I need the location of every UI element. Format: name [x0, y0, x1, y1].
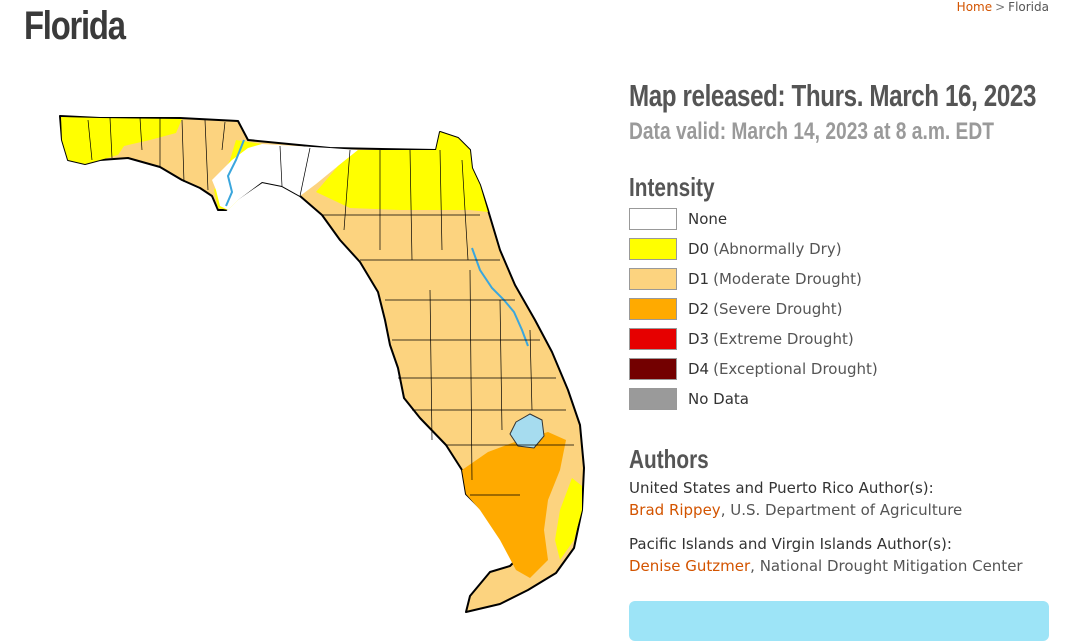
river-apalachicola	[225, 139, 245, 207]
author-affiliation: , National Drought Mitigation Center	[750, 557, 1023, 575]
legend-item-d2: D2 (Severe Drought)	[629, 294, 878, 324]
legend-code: No Data	[688, 390, 749, 408]
breadcrumb-current: Florida	[1008, 0, 1049, 14]
breadcrumb: Home > Florida	[957, 0, 1049, 14]
legend-item-d1: D1 (Moderate Drought)	[629, 264, 878, 294]
map-region-d2	[462, 432, 566, 578]
map-region-d0-southeast	[555, 478, 582, 560]
intensity-legend: None D0 (Abnormally Dry) D1 (Moderate Dr…	[629, 204, 878, 414]
legend-desc: (Moderate Drought)	[713, 270, 862, 288]
legend-swatch-no-data	[629, 388, 677, 410]
legend-code: D0	[688, 240, 710, 258]
info-callout-box[interactable]	[629, 601, 1049, 641]
legend-item-no-data: No Data	[629, 384, 878, 414]
legend-code: D4	[688, 360, 710, 378]
legend-swatch-d2	[629, 298, 677, 320]
page-title: Florida	[24, 4, 126, 48]
legend-item-none: None	[629, 204, 878, 234]
author-line: Brad Rippey, U.S. Department of Agricult…	[629, 498, 1023, 522]
legend-code: D1	[688, 270, 710, 288]
authors-heading: Authors	[629, 444, 709, 474]
intensity-heading: Intensity	[629, 172, 715, 202]
author-group-label: United States and Puerto Rico Author(s):	[629, 479, 934, 497]
legend-code: D2	[688, 300, 710, 318]
map-released-date: Map released: Thurs. March 16, 2023	[629, 78, 1037, 113]
legend-desc: (Exceptional Drought)	[713, 360, 878, 378]
breadcrumb-separator: >	[995, 0, 1006, 14]
legend-desc: (Abnormally Dry)	[713, 240, 842, 258]
map-region-none	[212, 144, 358, 210]
legend-swatch-d0	[629, 238, 677, 260]
author-link-brad-rippey[interactable]: Brad Rippey	[629, 501, 721, 519]
authors-list: United States and Puerto Rico Author(s):…	[629, 478, 1023, 590]
breadcrumb-home-link[interactable]: Home	[956, 0, 993, 14]
author-line: Denise Gutzmer, National Drought Mitigat…	[629, 554, 1023, 578]
florida-drought-map	[59, 115, 585, 613]
map-info-panel: Map released: Thurs. March 16, 2023 Data…	[629, 78, 1059, 575]
county-boundaries	[87, 117, 574, 496]
legend-desc: (Extreme Drought)	[713, 330, 854, 348]
legend-code: D3	[688, 330, 710, 348]
legend-code: None	[688, 210, 728, 228]
legend-item-d4: D4 (Exceptional Drought)	[629, 354, 878, 384]
lake-okeechobee	[509, 413, 545, 449]
author-affiliation: , U.S. Department of Agriculture	[720, 501, 963, 519]
legend-swatch-none	[629, 208, 677, 230]
legend-desc: (Severe Drought)	[713, 300, 843, 318]
legend-swatch-d3	[629, 328, 677, 350]
legend-swatch-d1	[629, 268, 677, 290]
map-region-d0-northeast	[316, 132, 488, 212]
legend-swatch-d4	[629, 358, 677, 380]
author-link-denise-gutzmer[interactable]: Denise Gutzmer	[629, 557, 751, 575]
legend-item-d0: D0 (Abnormally Dry)	[629, 234, 878, 264]
data-valid-date: Data valid: March 14, 2023 at 8 a.m. EDT	[629, 118, 994, 145]
author-group-label: Pacific Islands and Virgin Islands Autho…	[629, 535, 952, 553]
legend-item-d3: D3 (Extreme Drought)	[629, 324, 878, 354]
